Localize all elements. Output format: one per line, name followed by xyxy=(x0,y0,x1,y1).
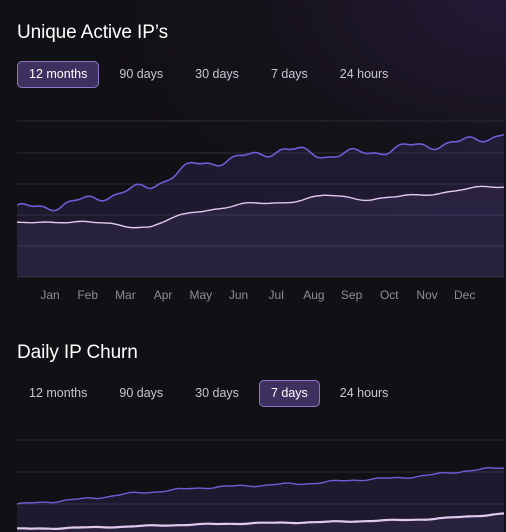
series-area-1 xyxy=(17,467,504,532)
tab-24-hours[interactable]: 24 hours xyxy=(339,386,389,400)
tab-7-days[interactable]: 7 days xyxy=(258,380,320,407)
unique-active-ips-chart: Jan Feb Mar Apr May Jun Jul Aug Sep Oct Nov Dec xyxy=(16,120,505,302)
x-tick-label-jan: Jan xyxy=(40,288,59,302)
x-tick-label-sep: Sep xyxy=(341,288,363,302)
section-title: Unique Active IP’s xyxy=(17,22,168,43)
x-tick-label-may: May xyxy=(189,288,212,302)
series-line-1 xyxy=(16,466,505,505)
time-range-tabs: 12 months 90 days 30 days 7 days 24 hour… xyxy=(17,380,408,407)
x-tick-label-jun: Jun xyxy=(229,288,248,302)
x-tick-label-feb: Feb xyxy=(77,288,98,302)
tab-30-days[interactable]: 30 days xyxy=(195,386,239,400)
daily-ip-churn-section: Daily IP Churn 12 months 90 days 30 days… xyxy=(0,310,506,532)
series-line-1 xyxy=(16,133,505,212)
series-line-2 xyxy=(16,185,505,229)
tab-12-months[interactable]: 12 months xyxy=(29,386,88,400)
x-tick-label-oct: Oct xyxy=(380,288,399,302)
tab-30-days[interactable]: 30 days xyxy=(195,67,239,81)
series-area-1 xyxy=(17,134,504,277)
tab-90-days[interactable]: 90 days xyxy=(119,67,164,81)
section-title: Daily IP Churn xyxy=(17,342,138,363)
x-tick-label-dec: Dec xyxy=(454,288,475,302)
x-tick-label-apr: Apr xyxy=(154,288,173,302)
x-tick-label-jul: Jul xyxy=(269,288,284,302)
series-area-2 xyxy=(17,186,504,277)
x-tick-label-nov: Nov xyxy=(416,288,437,302)
tab-90-days[interactable]: 90 days xyxy=(119,386,164,400)
tab-12-months[interactable]: 12 months xyxy=(17,61,100,88)
gridlines xyxy=(17,439,504,505)
daily-ip-churn-chart xyxy=(16,439,505,532)
unique-active-ips-section: Unique Active IP’s 12 months 90 days 30 … xyxy=(16,22,505,302)
gridlines xyxy=(17,120,504,278)
x-tick-label-mar: Mar xyxy=(115,288,136,302)
x-tick-label-aug: Aug xyxy=(303,288,324,302)
series-line-2 xyxy=(16,512,505,530)
tab-7-days[interactable]: 7 days xyxy=(270,67,308,81)
time-range-tabs: 12 months 90 days 30 days 7 days 24 hour… xyxy=(17,61,408,88)
tab-24-hours[interactable]: 24 hours xyxy=(339,67,389,81)
x-axis-labels: Jan Feb Mar Apr May Jun Jul Aug Sep Oct Nov Dec xyxy=(40,288,475,302)
